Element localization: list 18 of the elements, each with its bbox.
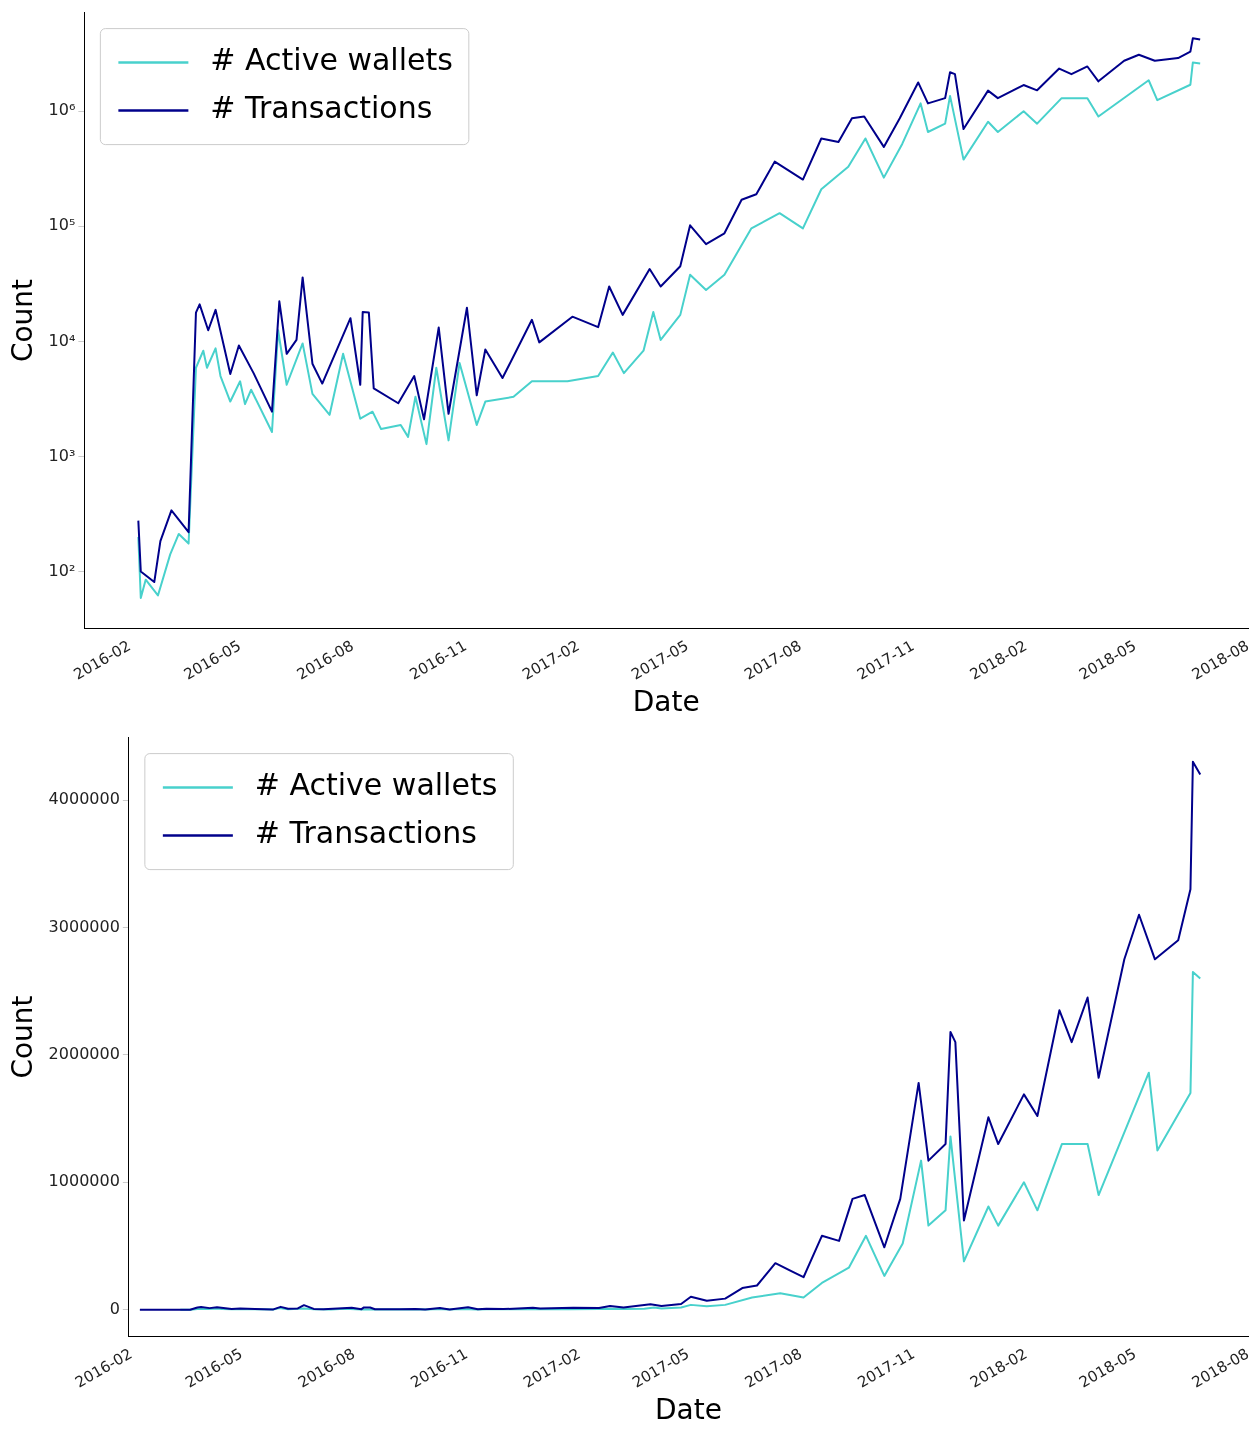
y-tick-label: 10⁶	[48, 100, 76, 120]
y-axis-title: Count	[6, 995, 40, 1079]
y-tick-label: 10⁴	[48, 330, 76, 350]
y-tick-label: 2000000	[48, 1044, 120, 1064]
x-axis-title: Date	[632, 685, 700, 719]
y-tick-label: 10³	[48, 445, 76, 465]
y-tick-label: 4000000	[48, 789, 120, 809]
legend-label: # Active wallets	[210, 42, 453, 78]
x-axis-title: Date	[654, 1393, 722, 1427]
y-tick-label: 0	[109, 1298, 120, 1318]
y-tick-label: 1000000	[48, 1171, 120, 1191]
y-tick-label: 3000000	[48, 916, 120, 936]
y-axis-title: Count	[6, 278, 40, 363]
legend-label: # Transactions	[210, 90, 433, 126]
y-tick-label: 10²	[48, 560, 76, 580]
legend-label: # Active wallets	[254, 767, 498, 803]
y-tick-label: 10⁵	[48, 215, 76, 235]
legend-label: # Transactions	[254, 815, 477, 851]
